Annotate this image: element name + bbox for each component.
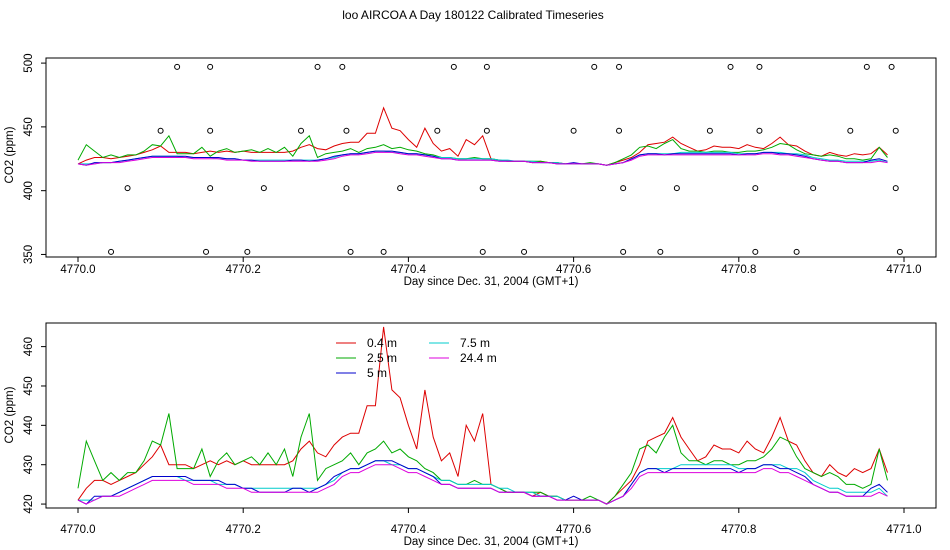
x-tick-label: 4770.4 (391, 264, 427, 276)
plot-frame (45, 322, 937, 509)
x-tick-label: 4770.8 (721, 524, 756, 536)
data-point (298, 127, 305, 134)
series-line-24-4-m (77, 151, 888, 166)
y-tick-label: 440 (23, 416, 35, 435)
data-point (616, 127, 623, 134)
data-point (207, 127, 214, 134)
data-point (896, 248, 903, 255)
x-axis-label: Day since Dec. 31, 2004 (GMT+1) (404, 536, 579, 548)
x-tick-label: 4770.2 (226, 524, 261, 536)
data-point (203, 248, 210, 255)
data-point (616, 63, 623, 70)
legend-label: 0.4 m (367, 336, 397, 350)
chart-title: loo AIRCOA A Day 180122 Calibrated Times… (342, 8, 603, 22)
y-axis-label: CO2 (ppm) (4, 386, 16, 443)
y-tick-label: 460 (23, 337, 35, 356)
top-panel: 4770.0 4770.2 4770.4 4770.6 4770.8 4771.0 350 4… (4, 54, 937, 288)
data-point (727, 63, 734, 70)
data-point (380, 248, 387, 255)
data-point (752, 185, 759, 192)
x-axis-label: Day since Dec. 31, 2004 (GMT+1) (404, 276, 579, 288)
legend-label: 24.4 m (460, 351, 497, 365)
y-tick-label: 500 (23, 54, 35, 73)
data-point (892, 185, 899, 192)
legend-label: 5 m (367, 366, 387, 380)
y-tick-label: 400 (23, 181, 35, 200)
data-point (483, 63, 490, 70)
series-line-7-5-m (78, 460, 888, 505)
x-tick-label: 4770.6 (556, 524, 591, 536)
plot-frame (45, 57, 937, 258)
x-tick-label: 4770.0 (60, 524, 95, 536)
y-tick-label: 430 (23, 455, 35, 474)
data-point (479, 248, 486, 255)
data-point (892, 127, 899, 134)
data-point (207, 185, 214, 192)
legend-label: 2.5 m (367, 351, 397, 365)
x-tick-label: 4770.2 (226, 264, 261, 276)
x-tick-label: 4771.0 (886, 264, 921, 276)
data-point (706, 127, 713, 134)
series-line-0-4-m (77, 106, 888, 166)
data-point (174, 63, 181, 70)
data-point (450, 63, 457, 70)
data-point (434, 127, 441, 134)
x-tick-label: 4770.0 (60, 264, 95, 276)
y-axis-label: CO2 (ppm) (4, 126, 16, 183)
data-point (657, 248, 664, 255)
data-point (124, 185, 131, 192)
data-point (888, 63, 895, 70)
data-point (314, 63, 321, 70)
data-point (863, 63, 870, 70)
legend-label: 7.5 m (460, 336, 490, 350)
y-tick-label: 420 (23, 494, 35, 513)
data-point (347, 248, 354, 255)
series-line-0-4-m (77, 326, 888, 505)
data-point (752, 248, 759, 255)
series-line-2-5-m (77, 413, 888, 505)
series-line-5-m (77, 460, 888, 505)
data-point (260, 185, 267, 192)
data-point (537, 185, 544, 192)
x-tick-label: 4770.8 (721, 264, 756, 276)
data-point (479, 185, 486, 192)
data-point (673, 185, 680, 192)
x-tick-label: 4770.4 (391, 524, 427, 536)
data-point (810, 185, 817, 192)
data-point (570, 127, 577, 134)
data-point (847, 127, 854, 134)
data-point (244, 248, 251, 255)
y-tick-label: 450 (23, 376, 35, 395)
data-point (343, 185, 350, 192)
x-tick-label: 4770.6 (556, 264, 591, 276)
data-point (207, 63, 214, 70)
series-line-2-5-m (77, 134, 888, 166)
y-tick-label: 450 (23, 117, 35, 136)
bottom-panel: 4770.0 4770.2 4770.4 4770.6 4770.8 4771.0 420 4… (4, 322, 937, 548)
x-tick-label: 4771.0 (886, 524, 921, 536)
y-tick-label: 350 (23, 245, 35, 264)
data-point (620, 248, 627, 255)
series-line-24-4-m (77, 464, 888, 505)
data-point (108, 248, 115, 255)
data-point (620, 185, 627, 192)
data-point (793, 248, 800, 255)
data-point (756, 63, 763, 70)
data-point (521, 248, 528, 255)
data-point (756, 127, 763, 134)
data-point (397, 185, 404, 192)
data-point (591, 63, 598, 70)
data-point (339, 63, 346, 70)
data-point (343, 127, 350, 134)
data-point (157, 127, 164, 134)
data-point (483, 127, 490, 134)
